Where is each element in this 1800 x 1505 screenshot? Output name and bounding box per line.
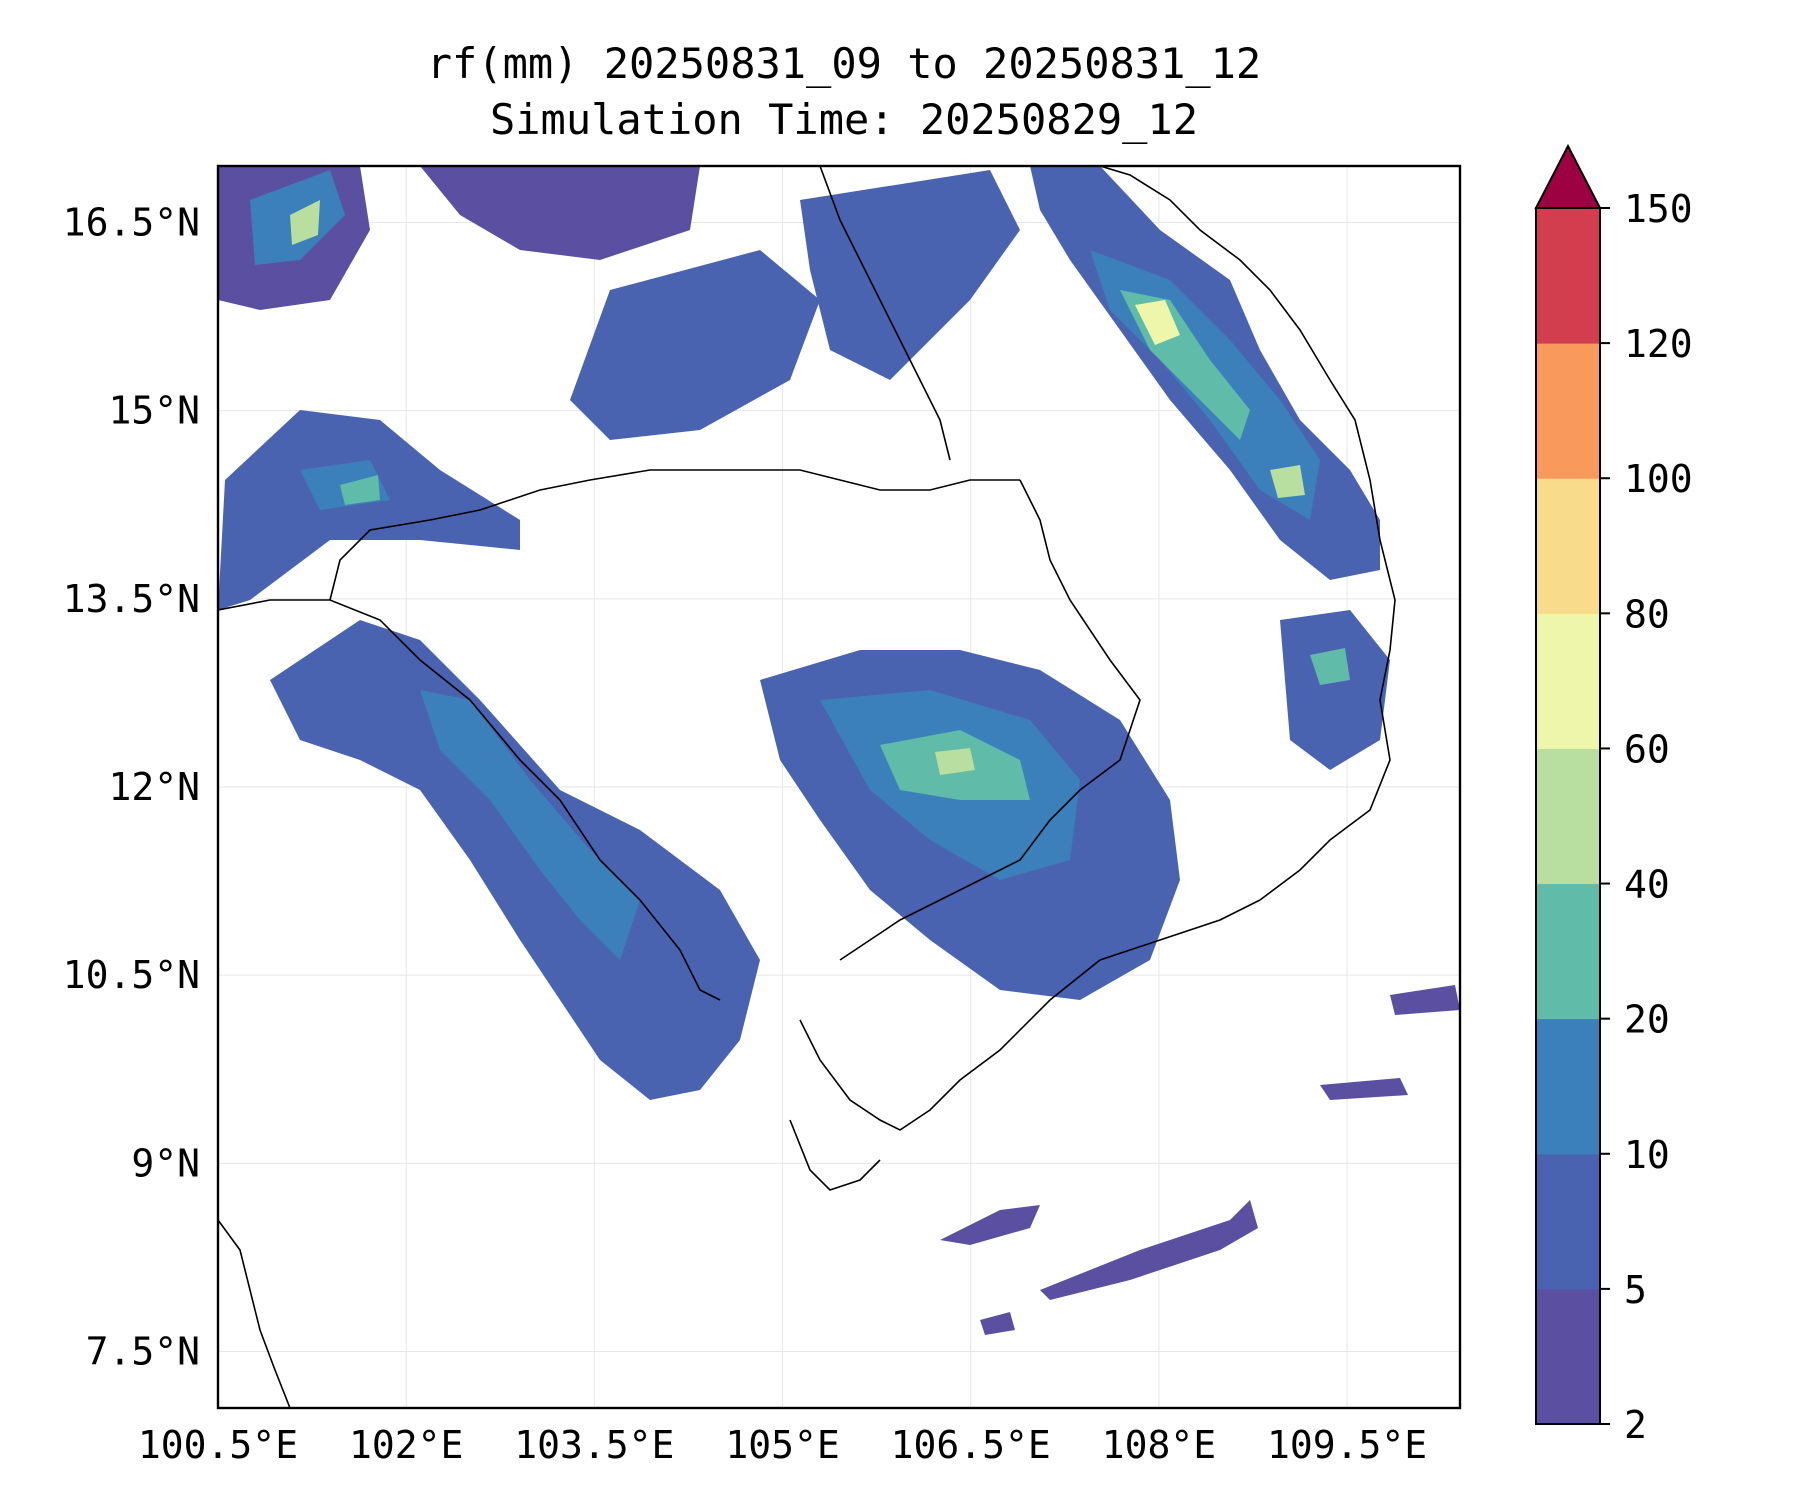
colorbar-segment bbox=[1536, 613, 1600, 749]
rain-region-se-coast-core bbox=[1310, 648, 1350, 685]
rain-region-north-band-1 bbox=[420, 166, 700, 260]
lat-tick-label: 10.5°N bbox=[63, 953, 200, 997]
colorbar-tick-label: 2 bbox=[1624, 1403, 1647, 1447]
figure-subtitle: Simulation Time: 20250829_12 bbox=[490, 95, 1198, 144]
rain-region-scs-streak-3 bbox=[1320, 1078, 1408, 1100]
colorbar-tick-label: 80 bbox=[1624, 592, 1670, 636]
rain-region-north-band-2 bbox=[570, 250, 820, 440]
colorbar-segment bbox=[1536, 748, 1600, 885]
lat-tick-label: 9°N bbox=[131, 1141, 200, 1185]
colorbar-tick-label: 60 bbox=[1624, 727, 1670, 771]
figure-title: rf(mm) 20250831_09 to 20250831_12 bbox=[427, 39, 1261, 88]
colorbar-segment bbox=[1536, 883, 1600, 1020]
colorbar-frame bbox=[1535, 207, 1601, 1425]
colorbar-tick-label: 5 bbox=[1624, 1268, 1647, 1312]
border-cambodia-vietnam bbox=[839, 479, 1141, 961]
colorbar-segment bbox=[1536, 478, 1600, 614]
colorbar-tick-label: 20 bbox=[1624, 998, 1670, 1042]
lon-tick-label: 106.5°E bbox=[891, 1423, 1051, 1467]
lat-tick-group: 16.5°N 15°N 13.5°N 12°N 10.5°N 9°N 7.5°N bbox=[63, 200, 200, 1373]
rain-region-scs-streak-2 bbox=[940, 1205, 1040, 1245]
rain-region-vietnam-coast-peak-2 bbox=[1270, 465, 1305, 498]
colorbar-segment bbox=[1536, 1288, 1600, 1425]
coastline-vietnam-east bbox=[1099, 166, 1396, 901]
colorbar-segment bbox=[1536, 343, 1600, 479]
coastline-malay-sw bbox=[218, 1219, 291, 1408]
colorbar-segment bbox=[1536, 1018, 1600, 1155]
map-frame bbox=[216, 164, 1462, 1410]
rain-region-west-band bbox=[218, 410, 520, 610]
rain-region-scs-streak-4 bbox=[1390, 985, 1460, 1015]
colorbar-segment bbox=[1536, 1153, 1600, 1290]
lat-tick-label: 15°N bbox=[108, 389, 200, 433]
coastline-mekong-south bbox=[799, 899, 1261, 1131]
lat-tick-label: 16.5°N bbox=[63, 200, 200, 244]
coastline-gulf-north bbox=[329, 469, 1020, 601]
rain-region-se-coast-cluster bbox=[1280, 610, 1390, 770]
colorbar-tick-label: 120 bbox=[1624, 322, 1693, 366]
colorbar-tick-label: 150 bbox=[1624, 187, 1693, 231]
lon-tick-label: 102°E bbox=[349, 1423, 463, 1467]
colorbar-segment bbox=[1536, 208, 1600, 344]
lat-tick-label: 13.5°N bbox=[63, 577, 200, 621]
rain-region-north-band-3 bbox=[800, 170, 1020, 380]
rainfall-field bbox=[218, 166, 1460, 1335]
lon-tick-label: 108°E bbox=[1102, 1423, 1216, 1467]
border-laos bbox=[819, 166, 951, 461]
rain-region-vietnam-coast-peak bbox=[1135, 300, 1180, 345]
lon-tick-label: 100.5°E bbox=[138, 1423, 298, 1467]
rain-region-west-peak bbox=[340, 475, 380, 505]
lat-tick-label: 12°N bbox=[108, 765, 200, 809]
rain-region-scs-streak-1 bbox=[1040, 1200, 1258, 1300]
rain-region-gulf-coastal-core bbox=[420, 690, 640, 960]
colorbar-tick-label: 10 bbox=[1624, 1133, 1670, 1177]
lat-tick-label: 7.5°N bbox=[86, 1330, 200, 1374]
coastlines bbox=[218, 166, 1396, 1408]
lon-tick-group: 100.5°E 102°E 103.5°E 105°E 106.5°E 108°E 109.… bbox=[138, 1423, 1427, 1467]
lon-tick-label: 103.5°E bbox=[514, 1423, 674, 1467]
coastline-island bbox=[789, 1119, 881, 1191]
colorbar-tick-label: 100 bbox=[1624, 457, 1693, 501]
rain-region-central-peak bbox=[935, 748, 975, 775]
colorbar: 2 5 10 20 40 60 80 100 120 150 bbox=[1534, 143, 1693, 1447]
map-panel: 100.5°E 102°E 103.5°E 105°E 106.5°E 108°E 109.… bbox=[63, 164, 1462, 1467]
rain-region-nw-core bbox=[290, 200, 320, 245]
rain-region-gulf-coastal-band bbox=[270, 620, 760, 1100]
colorbar-extend-arrow bbox=[1534, 143, 1602, 209]
colorbar-tick-label: 40 bbox=[1624, 863, 1670, 907]
lon-tick-label: 109.5°E bbox=[1267, 1423, 1427, 1467]
rain-region-scs-streak-5 bbox=[980, 1312, 1015, 1335]
lon-tick-label: 105°E bbox=[725, 1423, 839, 1467]
